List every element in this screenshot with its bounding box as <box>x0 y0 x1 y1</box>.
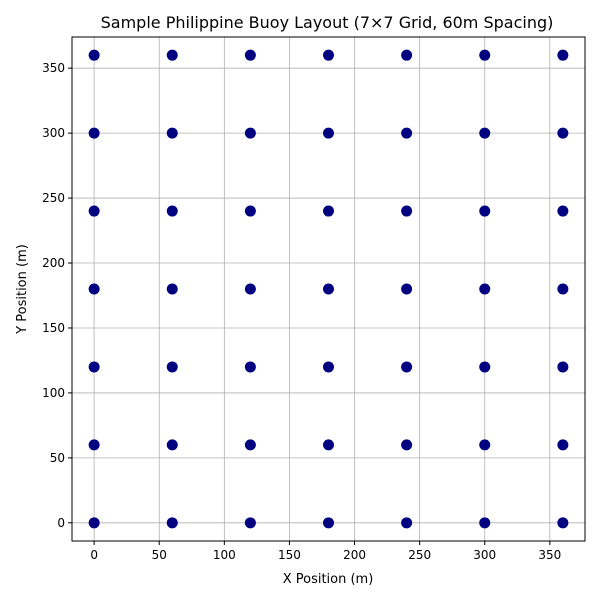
x-tick-label: 250 <box>408 548 431 562</box>
buoy-point <box>244 283 256 295</box>
buoy-point <box>479 361 491 373</box>
buoy-point <box>557 127 569 139</box>
x-tick-label: 300 <box>473 548 496 562</box>
buoy-point <box>401 127 413 139</box>
buoy-point <box>323 205 334 217</box>
y-tick-label: 150 <box>42 321 65 335</box>
y-axis-ticks: 0 50 100 150 200 250 300 350 <box>42 61 72 530</box>
data-points <box>88 49 569 529</box>
buoy-point <box>401 517 413 529</box>
buoy-point <box>166 517 178 529</box>
x-tick-label: 100 <box>213 548 236 562</box>
buoy-point <box>557 49 569 61</box>
buoy-point <box>557 361 569 373</box>
buoy-point <box>401 205 413 217</box>
buoy-point <box>88 361 100 373</box>
buoy-point <box>401 49 413 61</box>
buoy-point <box>323 361 334 373</box>
buoy-point <box>166 127 178 139</box>
buoy-point <box>557 205 569 217</box>
x-tick-label: 200 <box>343 548 366 562</box>
buoy-point <box>323 283 334 295</box>
grid-lines <box>72 37 585 541</box>
x-tick-label: 0 <box>90 548 98 562</box>
chart-title: Sample Philippine Buoy Layout (7×7 Grid,… <box>101 13 554 32</box>
buoy-point <box>244 517 256 529</box>
buoy-point <box>88 49 100 61</box>
buoy-point <box>166 49 178 61</box>
buoy-point <box>244 205 256 217</box>
buoy-point <box>244 361 256 373</box>
buoy-point <box>479 439 491 451</box>
buoy-point <box>479 517 491 529</box>
buoy-point <box>166 439 178 451</box>
buoy-point <box>479 49 491 61</box>
buoy-point <box>323 127 334 139</box>
buoy-point <box>323 439 334 451</box>
buoy-point <box>88 205 100 217</box>
buoy-point <box>557 283 569 295</box>
buoy-point <box>557 517 569 529</box>
y-tick-label: 50 <box>50 451 65 465</box>
buoy-point <box>88 439 100 451</box>
x-axis-ticks: 0 50 100 150 200 250 300 350 <box>90 541 561 562</box>
buoy-point <box>557 439 569 451</box>
buoy-point <box>401 283 413 295</box>
x-axis-label: X Position (m) <box>283 572 374 587</box>
buoy-point <box>166 283 178 295</box>
x-tick-label: 350 <box>538 548 561 562</box>
buoy-point <box>479 283 491 295</box>
y-tick-label: 250 <box>42 191 65 205</box>
y-tick-label: 200 <box>42 256 65 270</box>
buoy-point <box>479 127 491 139</box>
buoy-point <box>88 127 100 139</box>
buoy-point <box>401 439 413 451</box>
buoy-point <box>401 361 413 373</box>
buoy-point <box>323 49 334 61</box>
buoy-point <box>323 517 334 529</box>
y-axis-label: Y Position (m) <box>15 244 30 335</box>
buoy-point <box>479 205 491 217</box>
x-tick-label: 50 <box>152 548 167 562</box>
y-tick-label: 0 <box>57 516 65 530</box>
buoy-point <box>244 127 256 139</box>
y-tick-label: 350 <box>42 61 65 75</box>
buoy-point <box>166 205 178 217</box>
x-tick-label: 150 <box>278 548 301 562</box>
buoy-point <box>88 517 100 529</box>
plot-frame <box>71 36 586 542</box>
buoy-point <box>166 361 178 373</box>
buoy-point <box>88 283 100 295</box>
y-tick-label: 100 <box>42 386 65 400</box>
buoy-point <box>244 49 256 61</box>
y-tick-label: 300 <box>42 126 65 140</box>
buoy-point <box>244 439 256 451</box>
